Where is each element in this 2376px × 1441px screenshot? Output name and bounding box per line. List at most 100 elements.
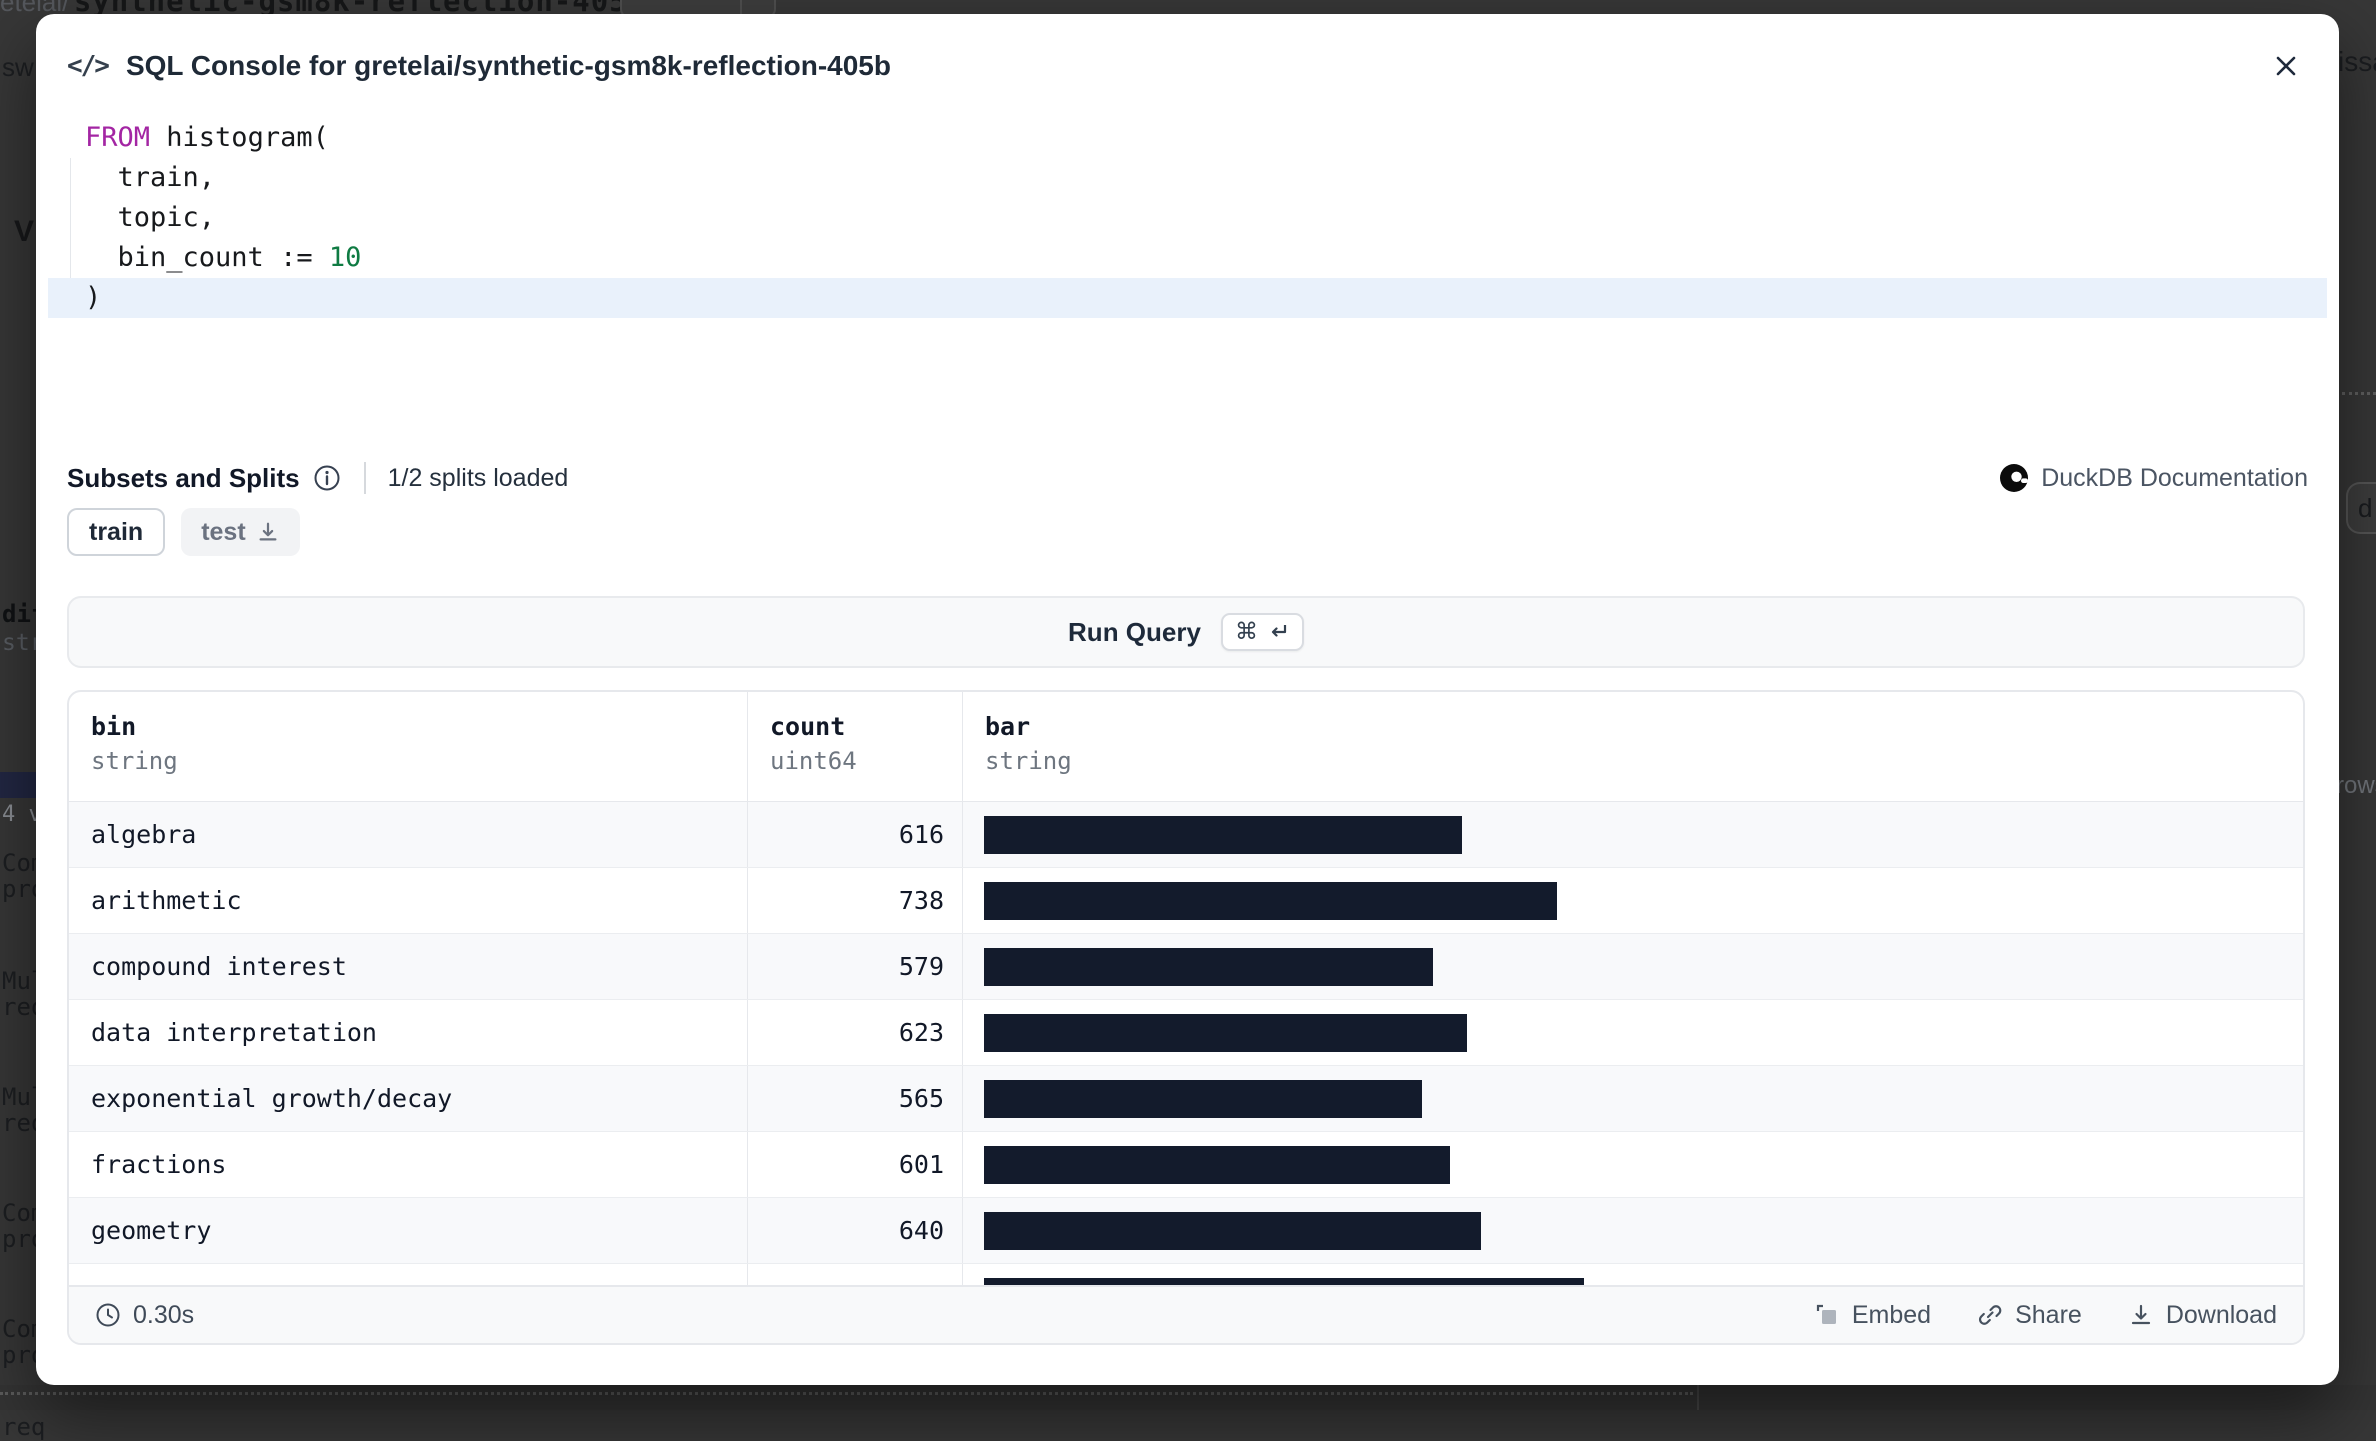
sql-editor[interactable]: FROM histogram( train, topic, bin_count … xyxy=(48,118,2327,318)
histogram-bar xyxy=(984,1079,1422,1118)
background-selected-row-fragment xyxy=(0,772,36,798)
code-line[interactable]: topic, xyxy=(48,198,2327,238)
table-row: fractions 601 xyxy=(69,1132,2303,1198)
results-table-body: algebra 616 arithmetic 738 compound interest… xyxy=(69,802,2303,1285)
split-chip-test[interactable]: test xyxy=(181,508,300,556)
subsets-title: Subsets and Splits xyxy=(67,462,300,493)
cell-count: 738 xyxy=(747,868,962,933)
code-line[interactable]: train, xyxy=(48,158,2327,198)
cell-bin: data interpretation xyxy=(91,1018,377,1047)
cell-bar xyxy=(962,802,2303,867)
cell-bar xyxy=(962,1198,2303,1263)
info-icon[interactable] xyxy=(312,463,342,493)
histogram-bar xyxy=(984,1145,1450,1184)
cell-bar xyxy=(962,1066,2303,1131)
results-table-header: bin string count uint64 bar string xyxy=(69,692,2303,802)
background-divider-fragment xyxy=(2342,392,2376,395)
split-chips: train test xyxy=(67,508,300,556)
column-name: bin xyxy=(91,712,137,741)
cell-bar xyxy=(962,1000,2303,1065)
histogram-bar xyxy=(984,815,1462,854)
cell-bin: exponential growth/decay xyxy=(91,1084,453,1113)
results-scroll-area[interactable]: bin string count uint64 bar string algeb… xyxy=(69,692,2303,1285)
run-query-button[interactable]: Run Query ⌘ xyxy=(67,596,2305,668)
code-lines: FROM histogram( train, topic, bin_count … xyxy=(48,118,2327,318)
download-label: Download xyxy=(2165,1300,2277,1329)
duckdb-documentation-label: DuckDB Documentation xyxy=(2041,463,2308,492)
code-token-number: 10 xyxy=(328,242,362,273)
background-rows-label-fragment: rows xyxy=(2336,772,2376,799)
split-chip-label: train xyxy=(89,517,144,546)
background-org-prefix: etelai/ xyxy=(0,0,70,17)
command-key-icon: ⌘ xyxy=(1234,619,1258,645)
background-text-fragment: sw xyxy=(2,52,34,82)
background-text-fragment: issa xyxy=(2338,46,2376,77)
embed-icon xyxy=(1816,1304,1836,1324)
splits-loaded-status: 1/2 splits loaded xyxy=(387,463,569,492)
cell-count: 616 xyxy=(747,802,962,867)
cell-count: 623 xyxy=(747,1000,962,1065)
background-bottom-strip xyxy=(0,1385,2376,1410)
cell-bar xyxy=(962,1132,2303,1197)
background-dataset-header: etelai/ synthetic-gsm8k-reflection-405b xyxy=(0,0,687,18)
column-header-bar[interactable]: bar string xyxy=(962,692,2303,801)
split-chip-train[interactable]: train xyxy=(67,508,166,556)
table-row: geometry 640 xyxy=(69,1198,2303,1264)
elapsed-value: 0.30s xyxy=(133,1300,195,1329)
share-button[interactable]: Share xyxy=(1977,1301,2082,1330)
close-button[interactable] xyxy=(2264,44,2308,88)
background-text-fragment: V xyxy=(14,215,35,248)
code-token-plain: bin_count := xyxy=(85,242,329,273)
code-token-plain: train, xyxy=(85,162,216,193)
histogram-bar xyxy=(984,1277,1584,1285)
table-row: arithmetic 738 xyxy=(69,868,2303,934)
share-link-icon xyxy=(1979,1305,2002,1325)
download-icon xyxy=(2131,1304,2150,1325)
clock-icon xyxy=(96,1303,120,1327)
close-icon xyxy=(2276,56,2296,76)
duckdb-documentation-link[interactable]: DuckDB Documentation xyxy=(1999,463,2308,493)
run-query-label: Run Query xyxy=(1068,616,1201,647)
code-token-plain: topic, xyxy=(85,202,216,233)
modal-title: SQL Console for gretelai/synthetic-gsm8k… xyxy=(125,50,891,81)
table-row: data interpretation 623 xyxy=(69,1000,2303,1066)
histogram-bar xyxy=(984,1211,1481,1250)
keyboard-shortcut-badge: ⌘ xyxy=(1220,613,1304,651)
code-line[interactable]: bin_count := 10 xyxy=(48,238,2327,278)
cell-bin: fractions xyxy=(91,1150,227,1179)
sql-console-modal: </> SQL Console for gretelai/synthetic-g… xyxy=(36,14,2339,1385)
cell-bin: algebra xyxy=(91,820,197,849)
code-token-plain: ) xyxy=(85,282,102,313)
background-dataset-name: synthetic-gsm8k-reflection-405b xyxy=(73,0,647,18)
subsets-and-splits-bar: Subsets and Splits 1/2 splits loaded Duc… xyxy=(67,456,2308,500)
background-dotted-line xyxy=(0,1392,1693,1395)
table-row: compound interest 579 xyxy=(69,934,2303,1000)
column-type: string xyxy=(91,747,178,775)
query-results-panel: bin string count uint64 bar string algeb… xyxy=(67,690,2305,1345)
modal-header: </> SQL Console for gretelai/synthetic-g… xyxy=(67,40,2308,92)
vertical-divider xyxy=(363,462,366,494)
column-header-bin[interactable]: bin string xyxy=(69,692,747,801)
column-type: string xyxy=(985,747,1072,775)
cell-bin: compound interest xyxy=(91,952,347,981)
code-token-keyword: FROM xyxy=(85,122,151,153)
column-type: uint64 xyxy=(770,747,857,775)
table-row xyxy=(69,1264,2303,1285)
cell-bar xyxy=(962,1264,2303,1285)
cell-count: 640 xyxy=(747,1198,962,1263)
embed-button[interactable]: Embed xyxy=(1814,1301,1931,1330)
code-line[interactable]: FROM histogram( xyxy=(48,118,2327,158)
code-line-active[interactable]: ) xyxy=(48,278,2327,318)
histogram-bar xyxy=(984,947,1433,986)
column-header-count[interactable]: count uint64 xyxy=(747,692,962,801)
histogram-bar xyxy=(984,881,1557,920)
cell-bar xyxy=(962,868,2303,933)
return-key-icon xyxy=(1271,625,1287,637)
background-button-fragment: d xyxy=(2346,482,2376,534)
cell-bin: geometry xyxy=(91,1216,212,1245)
column-name: count xyxy=(770,712,846,741)
code-icon: </> xyxy=(67,51,110,81)
cell-count xyxy=(747,1264,962,1285)
download-button[interactable]: Download xyxy=(2128,1301,2277,1330)
